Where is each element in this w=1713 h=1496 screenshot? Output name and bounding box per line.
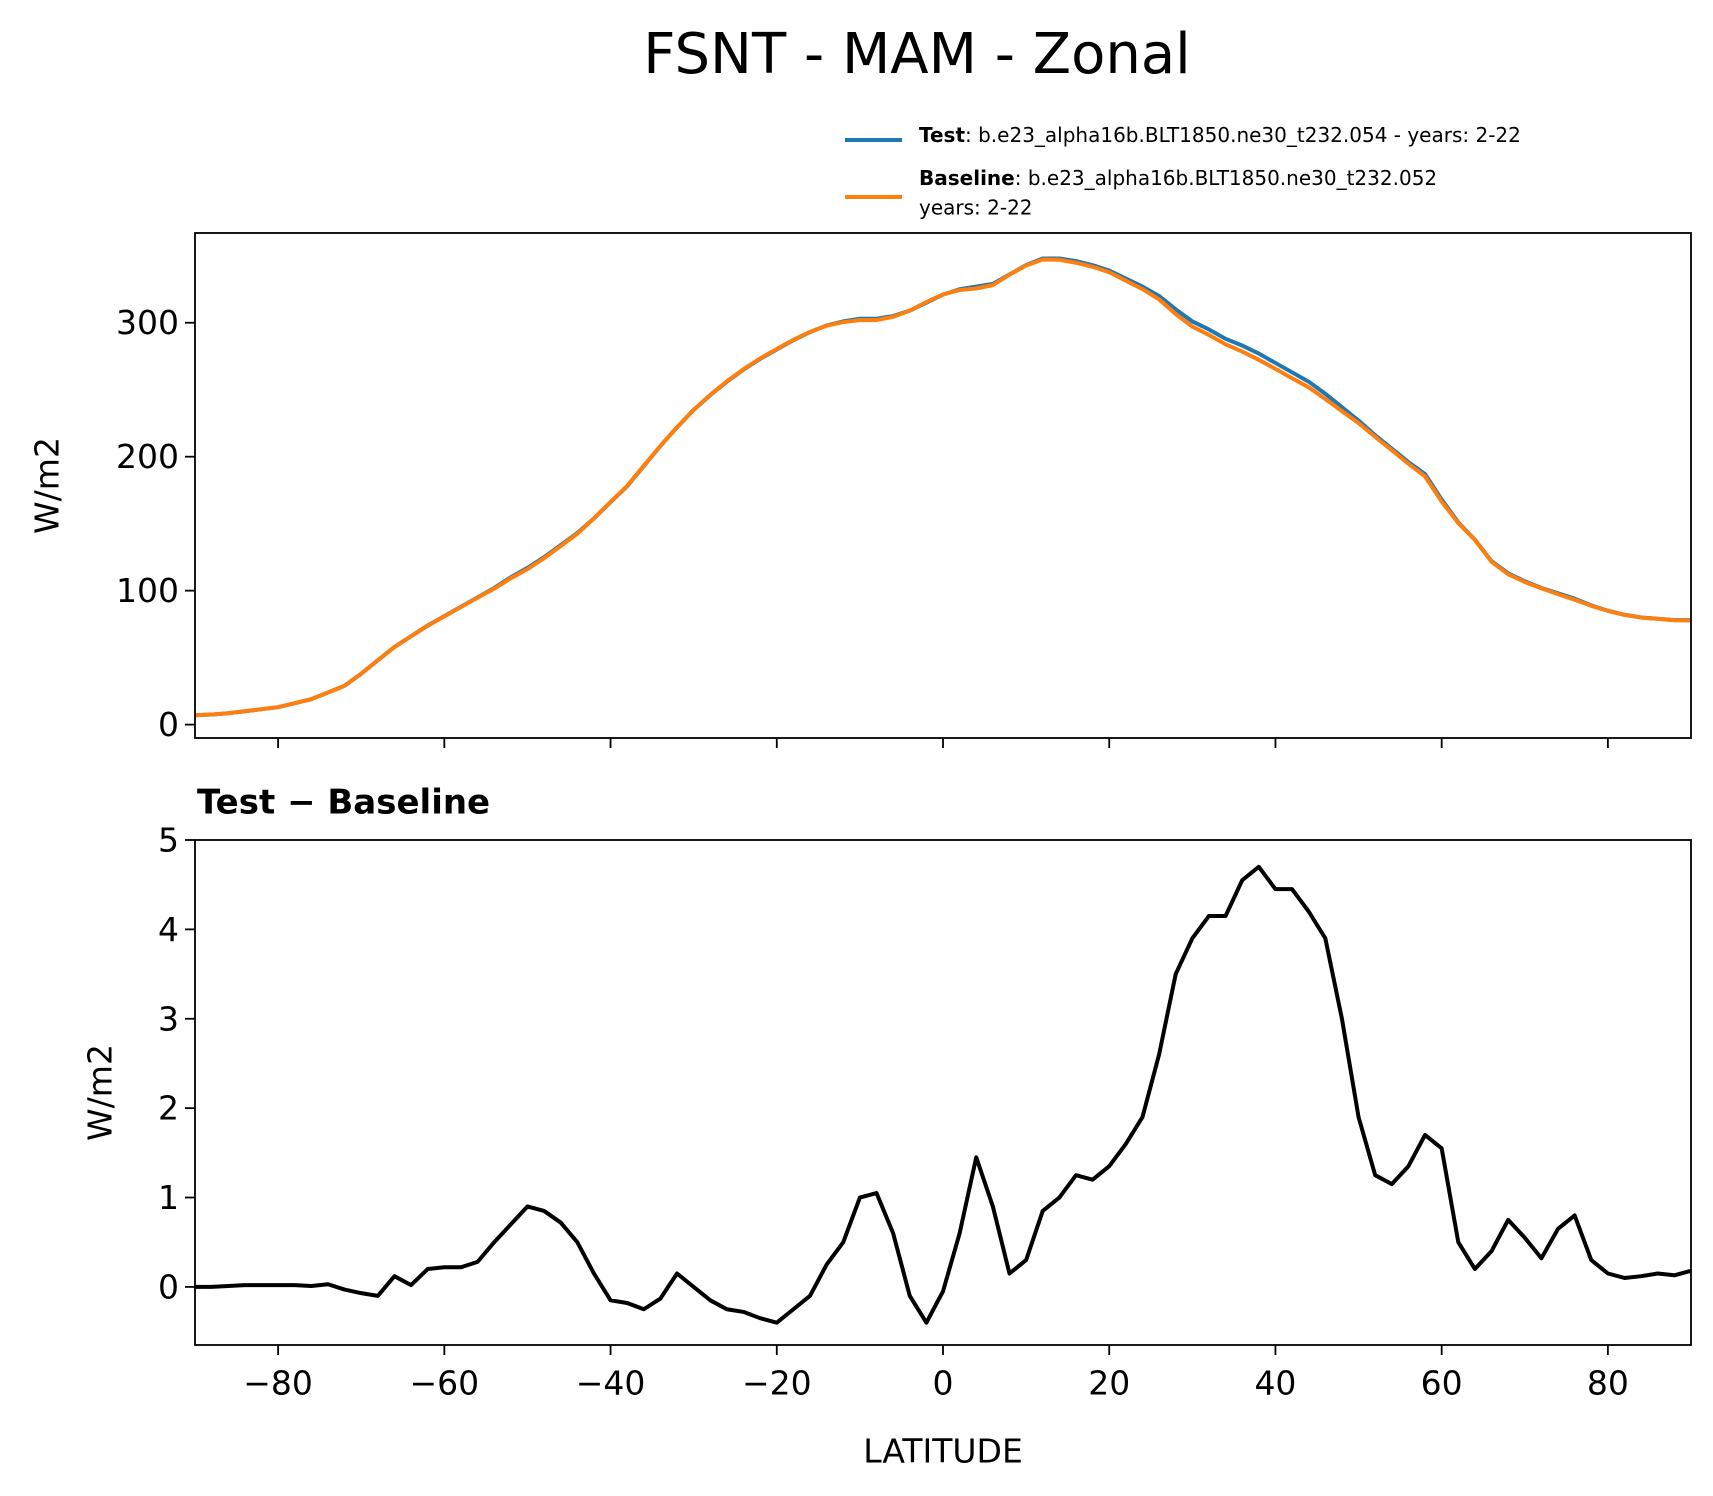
y-axis-label: W/m2 [28, 437, 67, 534]
axes-frame [194, 839, 1692, 1346]
x-tick-label: −20 [742, 1364, 812, 1403]
y-tick-label: 4 [158, 910, 179, 949]
x-tick-label: −40 [576, 1364, 646, 1403]
y-tick-label: 3 [158, 999, 179, 1038]
legend-name: Test [919, 123, 965, 147]
x-tick-label: 40 [1254, 1364, 1296, 1403]
x-axis-label: LATITUDE [863, 1432, 1023, 1471]
x-tick-label: 0 [933, 1364, 954, 1403]
y-axis-label: W/m2 [81, 1044, 120, 1141]
legend-text: : b.e23_alpha16b.BLT1850.ne30_t232.052 [1015, 166, 1437, 190]
legend-label: Baseline: b.e23_alpha16b.BLT1850.ne30_t2… [919, 166, 1437, 190]
figure-title: FSNT - MAM - Zonal [643, 22, 1190, 87]
data-line [195, 257, 1691, 718]
y-tick-label: 0 [158, 1267, 179, 1306]
y-tick-label: 100 [116, 571, 179, 610]
x-tick-label: −60 [410, 1364, 480, 1403]
legend-label-line: years: 2-22 [919, 196, 1033, 220]
y-tick-label: 5 [158, 821, 179, 860]
x-tick-label: 20 [1088, 1364, 1130, 1403]
x-tick-label: −80 [243, 1364, 313, 1403]
subplot-title: Test − Baseline [197, 783, 490, 823]
y-tick-label: 0 [158, 705, 179, 744]
data-line [195, 864, 1691, 1325]
data-line [195, 256, 1691, 718]
y-tick-label: 2 [158, 1089, 179, 1128]
legend-text: : b.e23_alpha16b.BLT1850.ne30_t232.054 -… [965, 123, 1521, 147]
x-tick-label: 80 [1587, 1364, 1629, 1403]
y-tick-label: 200 [116, 437, 179, 476]
legend-label: Test: b.e23_alpha16b.BLT1850.ne30_t232.0… [919, 123, 1521, 147]
legend-name: Baseline [919, 166, 1015, 190]
x-tick-label: 60 [1421, 1364, 1463, 1403]
y-tick-label: 1 [158, 1178, 179, 1217]
y-tick-label: 300 [116, 303, 179, 342]
axes-frame [194, 232, 1692, 739]
